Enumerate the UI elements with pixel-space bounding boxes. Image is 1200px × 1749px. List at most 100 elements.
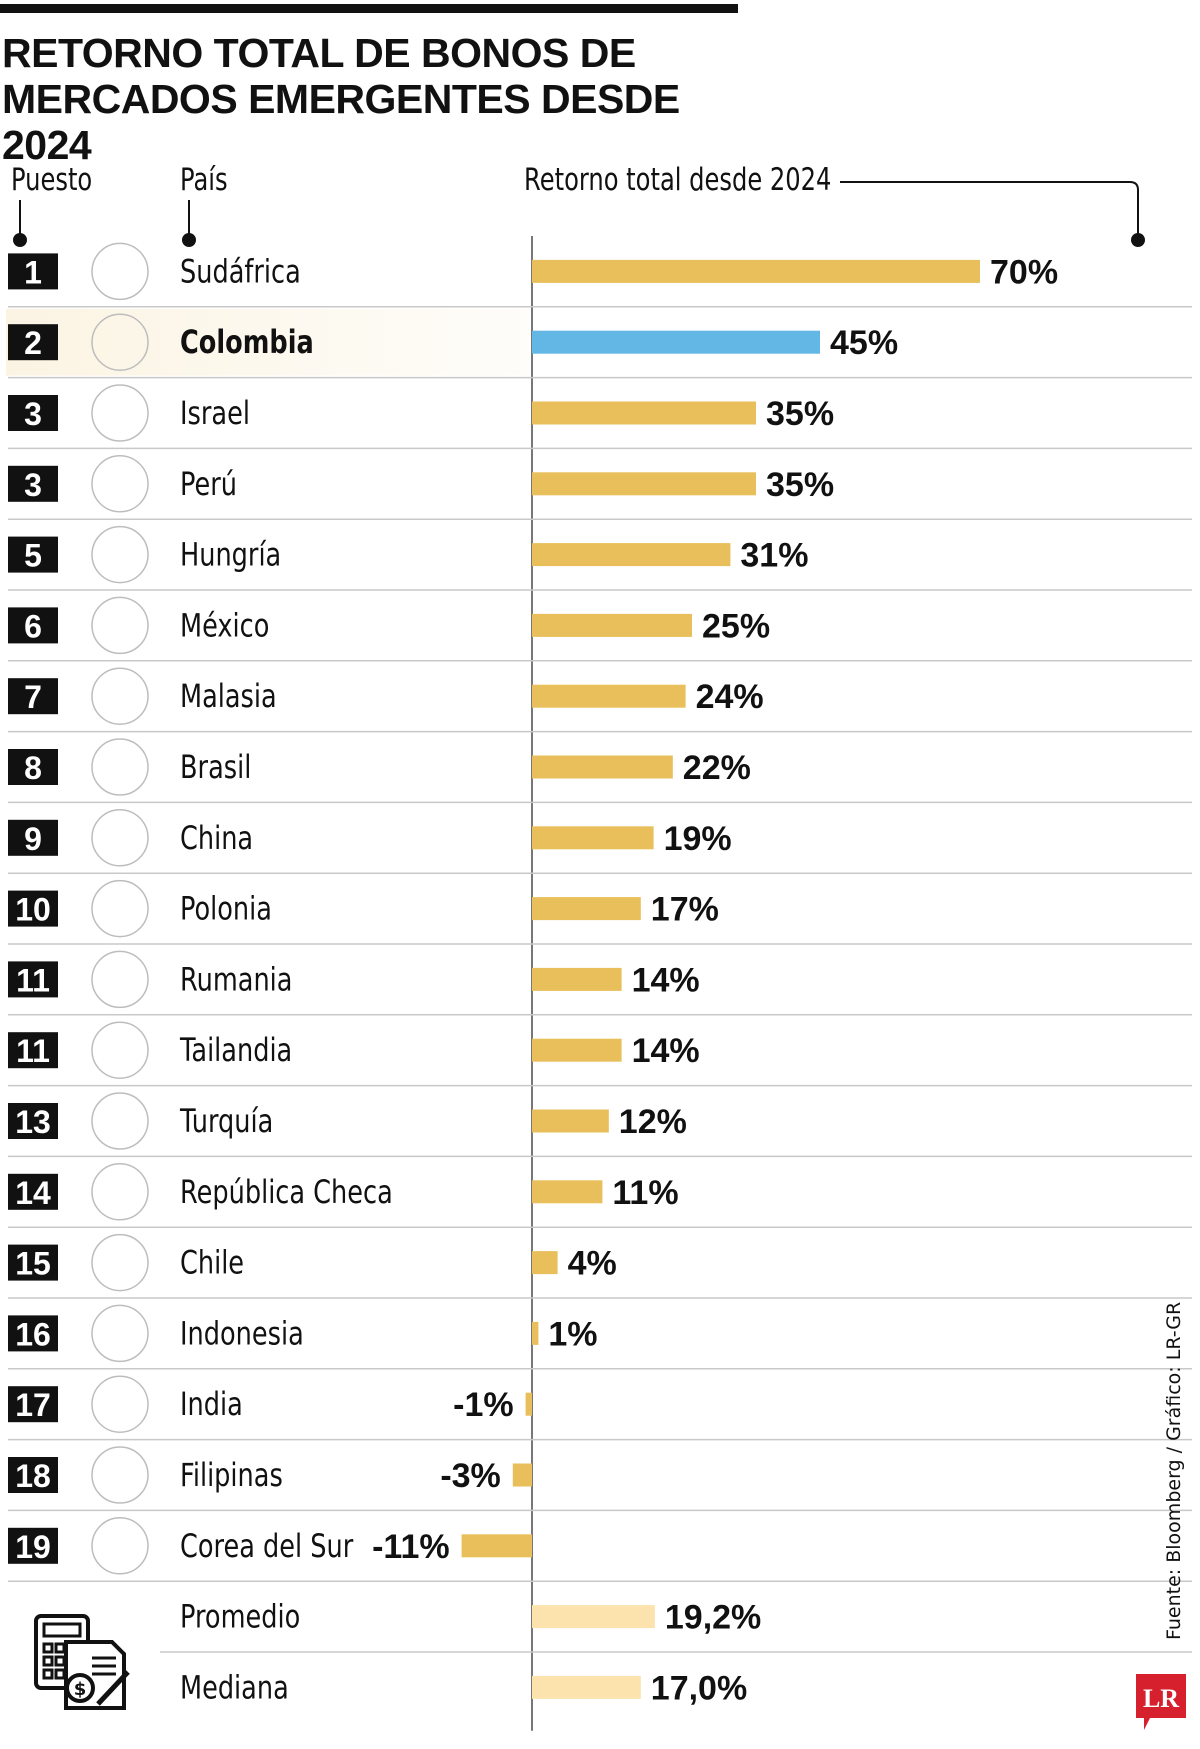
bar-row: 13 Turquía 12% [8, 1084, 1192, 1150]
mexico-flag-icon [91, 596, 149, 655]
rank-label: 18 [15, 1458, 51, 1494]
summary-label: Mediana [180, 1669, 289, 1707]
header-value: Retorno total desde 2024 [524, 162, 832, 198]
country-label: Turquía [179, 1102, 273, 1140]
south-korea-flag-icon [91, 1517, 149, 1575]
bar [461, 1534, 532, 1558]
bar-row: 8 Brasil 22% [8, 730, 1192, 796]
rank-box [8, 324, 58, 361]
rank-label: 17 [15, 1387, 51, 1423]
country-label: Sudáfrica [180, 253, 301, 291]
summary-bar [532, 1605, 655, 1629]
bar-row: 3 Israel 35% [8, 376, 1192, 442]
value-label: 12% [619, 1103, 687, 1141]
bar-row: 17 India -1% [8, 1368, 1192, 1433]
indonesia-flag-icon [91, 1304, 149, 1363]
value-label: 4% [568, 1245, 617, 1283]
country-label: Hungría [180, 536, 281, 574]
bar [512, 1463, 532, 1487]
bar-row: 18 Filipinas -3% [8, 1438, 1192, 1504]
country-label: Rumania [180, 961, 292, 999]
philippines-flag-icon [91, 1446, 149, 1504]
summary-value-label: 19,2% [665, 1599, 761, 1637]
rank-box [8, 961, 58, 998]
rank-box [8, 1457, 58, 1493]
header-pointers [13, 181, 1145, 247]
value-label: -3% [440, 1457, 500, 1495]
country-label: India [180, 1385, 243, 1423]
bar [525, 1392, 532, 1416]
country-label: Filipinas [180, 1456, 283, 1494]
summary-value-label: 17,0% [651, 1669, 747, 1707]
rank-box [8, 1244, 58, 1281]
rank-box [8, 1315, 58, 1352]
bar [532, 1180, 603, 1204]
summary-row: Mediana 17,0% [160, 1651, 1192, 1707]
turkey-flag-icon [91, 1092, 149, 1150]
poland-flag-icon [91, 879, 149, 938]
rank-box [8, 1527, 58, 1564]
bar [532, 1321, 539, 1345]
rank-box [8, 395, 58, 431]
value-label: -1% [453, 1386, 513, 1424]
rank-box [8, 749, 58, 785]
bar [532, 1038, 622, 1062]
value-label: 24% [696, 678, 764, 716]
header-rank: Puesto [11, 162, 93, 198]
rank-box [8, 1173, 58, 1210]
bar [532, 826, 654, 850]
bar-row: 9 China 19% [8, 801, 1192, 867]
source-note: Fuente: Bloomberg / Gráfico: LR-GR [1163, 1301, 1185, 1640]
value-label: 19% [664, 820, 732, 858]
bar [532, 1251, 558, 1275]
value-label: 17% [651, 891, 719, 929]
rank-label: 13 [15, 1104, 51, 1140]
bar-row: 1 Sudáfrica 70% [8, 242, 1058, 301]
hungary-flag-icon [91, 525, 149, 584]
bar [532, 259, 980, 283]
czech-republic-flag-icon [91, 1163, 149, 1221]
logo-text: LR [1143, 1684, 1179, 1713]
country-label: Indonesia [180, 1315, 304, 1353]
bar-row: 7 Malasia 24% [8, 660, 1192, 725]
header-country: País [180, 162, 228, 198]
south-africa-flag-icon [91, 242, 149, 301]
country-label: Malasia [180, 677, 277, 715]
country-label: Colombia [180, 323, 314, 361]
country-label: Chile [180, 1244, 244, 1282]
bar [532, 684, 686, 708]
value-label: 14% [632, 961, 700, 999]
country-label: Israel [180, 394, 250, 432]
bar-row: 3 Perú 35% [8, 447, 1192, 513]
india-flag-icon [91, 1375, 149, 1433]
summary-label: Promedio [180, 1598, 300, 1636]
rank-label: 10 [15, 892, 51, 928]
colombia-flag-icon [91, 313, 149, 371]
country-label: Perú [180, 465, 237, 503]
bar-row: 5 Hungría 31% [8, 518, 1192, 584]
bar [532, 401, 756, 425]
rank-label: 9 [24, 821, 42, 857]
rank-label: 8 [24, 750, 42, 786]
country-label: Corea del Sur [180, 1527, 353, 1565]
bar [532, 543, 731, 567]
rank-label: 3 [24, 467, 42, 503]
rank-box [8, 678, 58, 715]
bar [532, 897, 641, 921]
value-label: 14% [632, 1032, 700, 1070]
malaysia-flag-icon [91, 667, 149, 725]
bar [532, 330, 820, 354]
svg-text:$: $ [74, 1679, 87, 1700]
brazil-flag-icon [91, 738, 149, 796]
bar-row: 14 República Checa 11% [8, 1155, 1192, 1221]
summary-row: Promedio 19,2% [8, 1580, 1192, 1637]
country-label: China [180, 819, 253, 857]
rank-label: 14 [15, 1175, 51, 1211]
value-label: 25% [702, 607, 770, 645]
country-label: Brasil [180, 748, 251, 786]
romania-flag-icon [91, 950, 149, 1009]
chart-title: RETORNO TOTAL DE BONOS DE MERCADOS EMERG… [2, 30, 680, 168]
rank-box [8, 890, 58, 927]
rank-label: 6 [24, 608, 42, 644]
rank-label: 11 [16, 962, 50, 998]
